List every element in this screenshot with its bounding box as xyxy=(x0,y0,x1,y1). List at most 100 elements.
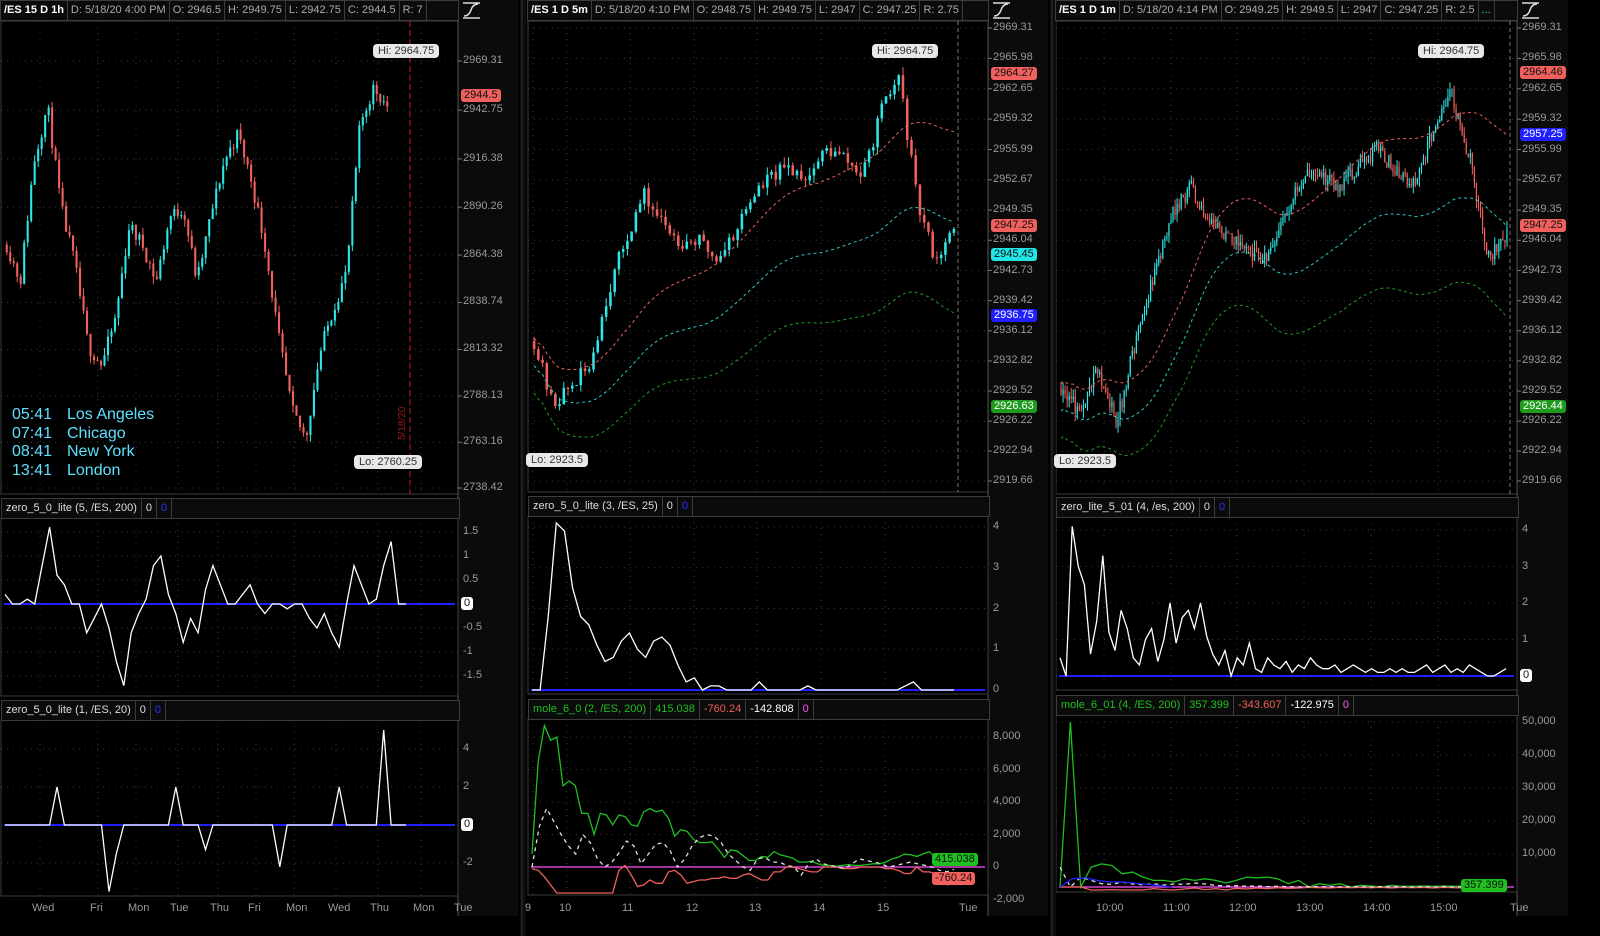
candle-body xyxy=(1502,238,1504,241)
candle-body xyxy=(1361,158,1364,163)
candle-body xyxy=(1101,372,1103,387)
chart-style-icon[interactable] xyxy=(1522,2,1539,19)
time-axis-label: 13 xyxy=(749,902,762,914)
price-tag: 2964.27 xyxy=(991,67,1037,80)
candle-body xyxy=(1292,199,1294,205)
indicator-name[interactable]: mole_6_0 (2, /ES, 200) xyxy=(529,700,652,719)
indicator-name[interactable]: zero_lite_5_01 (4, /es, 200) xyxy=(1057,498,1200,517)
candle-body xyxy=(1284,213,1286,218)
indicator-header[interactable]: mole_6_01 (4, /ES, 200) 357.399 -343.607 -1… xyxy=(1056,695,1519,716)
candle-body xyxy=(1410,183,1412,186)
vwap-line xyxy=(533,206,955,404)
more-button[interactable]: ... xyxy=(1479,1,1495,20)
candle-body xyxy=(604,306,608,317)
candle-body xyxy=(859,172,862,177)
candle-body xyxy=(208,219,211,237)
candle-body xyxy=(1420,164,1423,170)
candle-body xyxy=(295,405,298,416)
candle-body xyxy=(689,241,693,243)
candle-body xyxy=(267,251,270,272)
candle-body xyxy=(309,415,312,435)
symbol-selector[interactable]: /ES 1 D 5m xyxy=(528,1,592,20)
candle-body xyxy=(1184,197,1186,203)
indicator-header[interactable]: mole_6_0 (2, /ES, 200) 415.038 -760.24 -142… xyxy=(528,699,990,720)
indicator-axis-label: 1 xyxy=(1522,632,1529,645)
style-curve xyxy=(463,3,479,17)
candle-body xyxy=(1437,122,1439,127)
candle-body xyxy=(1131,350,1133,356)
price-tag: 2926.63 xyxy=(991,400,1037,413)
candle-body xyxy=(1152,280,1154,285)
candle-body xyxy=(1143,313,1146,315)
candle-body xyxy=(761,185,765,188)
candle-body xyxy=(808,175,811,181)
indicator-name[interactable]: mole_6_01 (4, /ES, 200) xyxy=(1057,696,1186,715)
price-axis-label: 2916.38 xyxy=(463,151,503,164)
indicator-name[interactable]: zero_5_0_lite (1, /ES, 20) xyxy=(2,701,136,720)
chart-style-icon[interactable] xyxy=(463,2,480,19)
symbol-selector[interactable]: /ES 1 D 1m xyxy=(1056,1,1120,20)
price-axis-label: 2922.94 xyxy=(993,444,1033,457)
candle-body xyxy=(723,249,727,256)
indicator-value: 0 xyxy=(1215,498,1231,517)
candle-body xyxy=(99,360,103,366)
candle-body xyxy=(1441,108,1443,121)
candle-body xyxy=(232,147,235,149)
candle-body xyxy=(271,271,274,298)
candle-body xyxy=(236,129,239,149)
candle-body xyxy=(79,267,82,296)
indicator-header[interactable]: zero_5_0_lite (3, /ES, 25) 0 0 xyxy=(528,496,990,517)
candle-body xyxy=(757,185,761,197)
indicator-name[interactable]: zero_5_0_lite (5, /ES, 200) xyxy=(2,499,142,518)
candle-body xyxy=(368,104,371,111)
candle-body xyxy=(579,368,583,386)
candle-body xyxy=(774,171,778,180)
candle-body xyxy=(1278,229,1280,238)
low-label: Lo: 2760.25 xyxy=(354,455,423,469)
price-axis-label: 2939.42 xyxy=(1522,293,1562,306)
candle-body xyxy=(1398,166,1400,179)
indicator-header[interactable]: zero_5_0_lite (1, /ES, 20) 0 0 xyxy=(1,700,460,721)
candle-body xyxy=(867,150,871,163)
indicator-header[interactable]: zero_lite_5_01 (4, /es, 200) 0 0 xyxy=(1056,497,1519,518)
candle-body xyxy=(1290,204,1292,212)
candle-body xyxy=(1192,181,1194,187)
candle-body xyxy=(1445,105,1447,107)
bar-date: D: 5/18/20 4:00 PM xyxy=(68,1,170,20)
indicator-value: 0 xyxy=(151,701,166,720)
time-axis-label: Wed xyxy=(32,902,55,914)
candle-body xyxy=(922,215,926,223)
indicator-name[interactable]: zero_5_0_lite (3, /ES, 25) xyxy=(529,497,663,516)
indicator-value: 0 xyxy=(799,700,814,719)
candle-body xyxy=(1064,389,1066,394)
chart-style-icon[interactable] xyxy=(993,2,1010,19)
candle-body xyxy=(1506,229,1508,243)
candle-body xyxy=(1241,242,1243,247)
indicator-axis-label: 40,000 xyxy=(1522,748,1556,760)
indicator-line xyxy=(5,729,406,892)
candle-body xyxy=(92,356,96,361)
candle-body xyxy=(5,244,8,253)
candle-body xyxy=(889,94,892,97)
price-axis-label: 2919.66 xyxy=(1522,474,1562,486)
candle-body xyxy=(1207,218,1209,220)
candle-body xyxy=(1300,187,1302,189)
price-axis-label: 2926.22 xyxy=(1522,414,1562,427)
candle-body xyxy=(1270,247,1272,252)
candle-body xyxy=(1190,181,1192,183)
candle-body xyxy=(197,266,200,276)
indicator-value: 0 xyxy=(678,497,693,516)
candle-body xyxy=(180,215,183,217)
candle-body xyxy=(1353,176,1355,179)
candle-body xyxy=(715,256,718,262)
candle-body xyxy=(1180,194,1182,209)
candle-body xyxy=(312,389,315,416)
candle-body xyxy=(1286,212,1288,214)
candle-body xyxy=(1323,172,1325,178)
indicator-header[interactable]: zero_5_0_lite (5, /ES, 200) 0 0 xyxy=(1,498,460,519)
symbol-selector[interactable]: /ES 15 D 1h xyxy=(1,1,68,20)
candle-body xyxy=(1386,162,1388,167)
candle-body xyxy=(1239,242,1241,246)
candle-body xyxy=(1227,232,1229,234)
